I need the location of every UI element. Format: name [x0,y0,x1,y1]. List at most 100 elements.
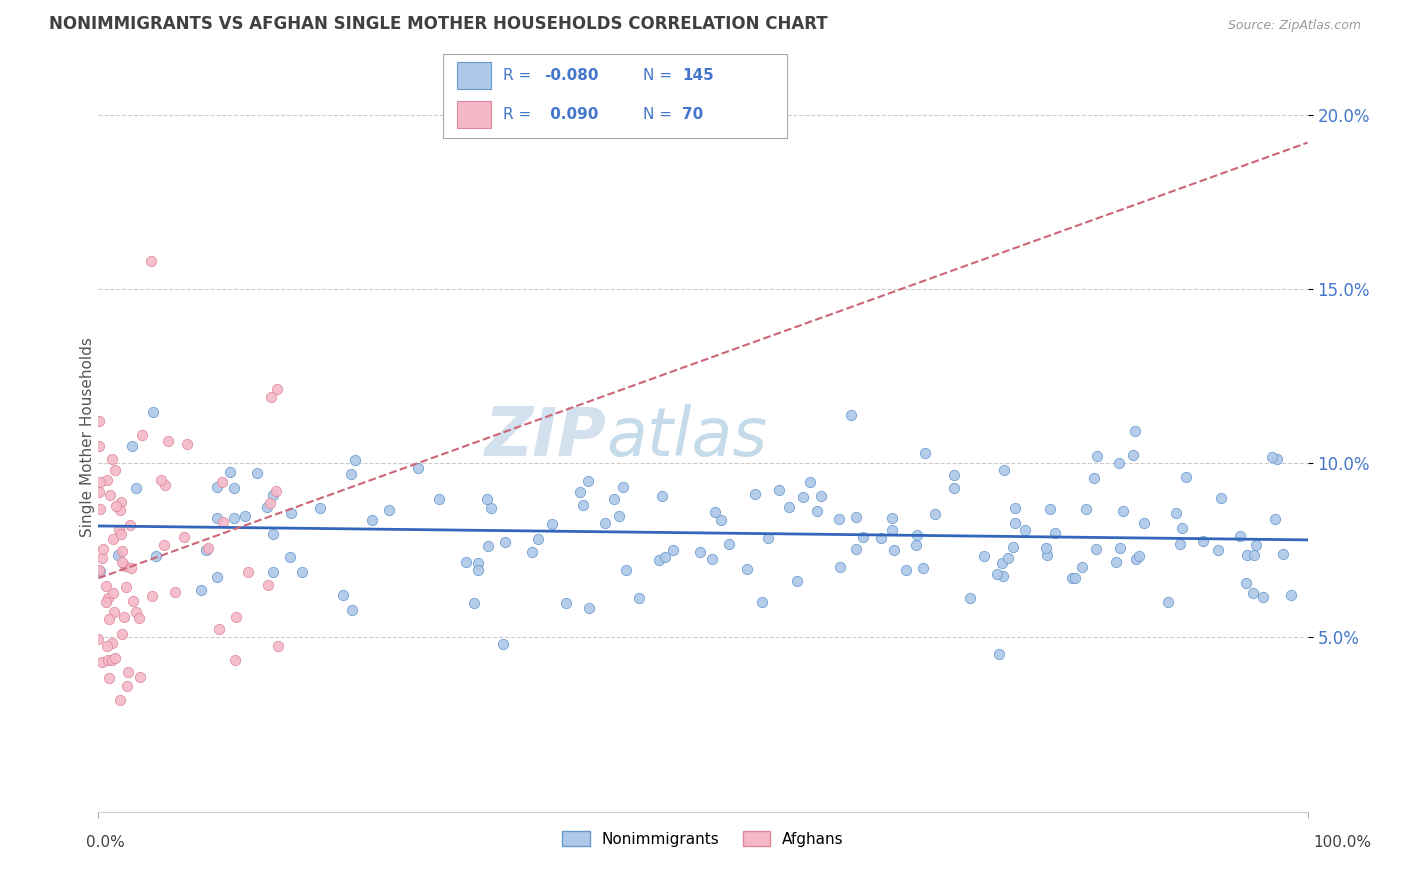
Point [852,530,875,544]
Point [344,452,367,467]
Point [526,533,548,547]
Point [578,601,600,615]
Point [942,481,965,495]
Point [153,539,176,553]
Point [467,563,489,577]
Point [96,595,118,609]
Point [361,513,384,527]
Point [700,552,723,566]
Point [262,488,284,502]
Point [91,550,114,565]
Point [475,491,498,506]
Point [799,475,821,490]
Point [100,636,122,650]
Point [612,480,634,494]
Point [778,500,800,515]
Point [997,551,1019,566]
Text: -0.080: -0.080 [544,68,599,83]
Text: N =: N = [643,68,676,83]
Point [576,474,599,488]
Point [1272,547,1295,561]
Point [429,492,451,507]
Point [661,543,683,558]
Point [839,408,862,422]
Point [91,656,114,670]
Point [236,565,259,579]
Point [142,405,165,419]
Point [332,588,354,602]
Point [792,490,814,504]
Point [540,516,562,531]
Point [572,498,595,512]
Point [768,483,790,498]
Point [991,569,1014,583]
Point [98,612,121,626]
Point [176,436,198,450]
Point [522,544,544,558]
Point [103,533,125,547]
Point [1035,541,1057,556]
Point [89,563,111,577]
Point [378,502,401,516]
Point [207,480,229,494]
Point [1234,575,1257,590]
Point [121,439,143,453]
Point [896,563,918,577]
Text: Source: ZipAtlas.com: Source: ZipAtlas.com [1227,19,1361,31]
Point [467,556,489,570]
Point [100,488,122,502]
Point [117,665,139,679]
Point [406,461,429,475]
Point [87,632,110,646]
Point [1175,470,1198,484]
Point [205,570,228,584]
Point [112,610,135,624]
Point [103,605,125,619]
Point [122,594,145,608]
Point [603,491,626,506]
Point [1209,491,1232,505]
Point [991,556,1014,570]
Point [614,563,637,577]
Text: atlas: atlas [606,404,768,470]
Point [89,414,111,428]
Text: R =: R = [503,107,536,122]
Point [309,501,332,516]
Point [717,537,740,551]
Text: 145: 145 [682,68,714,83]
Text: 70: 70 [682,107,703,122]
Point [224,653,246,667]
Point [262,526,284,541]
Point [1191,534,1213,549]
Text: 0.090: 0.090 [544,107,598,122]
Point [211,475,233,490]
Point [222,481,245,495]
Point [828,559,851,574]
Y-axis label: Single Mother Households: Single Mother Households [80,337,94,537]
Point [845,509,868,524]
Point [280,507,302,521]
Point [91,542,114,557]
Point [97,671,120,685]
Text: N =: N = [643,107,676,122]
Point [262,565,284,579]
Point [1251,590,1274,604]
Point [110,627,132,641]
Point [340,603,363,617]
Bar [457,62,491,89]
Point [1164,506,1187,520]
Point [1171,521,1194,535]
Point [924,507,946,521]
Point [912,561,935,575]
Point [828,512,851,526]
Point [973,549,995,563]
Point [96,473,118,487]
Point [339,467,361,482]
Legend: Nonimmigrants, Afghans: Nonimmigrants, Afghans [555,824,851,853]
Point [870,531,893,545]
Point [744,487,766,501]
Point [810,489,832,503]
Point [211,515,233,529]
Point [108,503,131,517]
Point [129,670,152,684]
